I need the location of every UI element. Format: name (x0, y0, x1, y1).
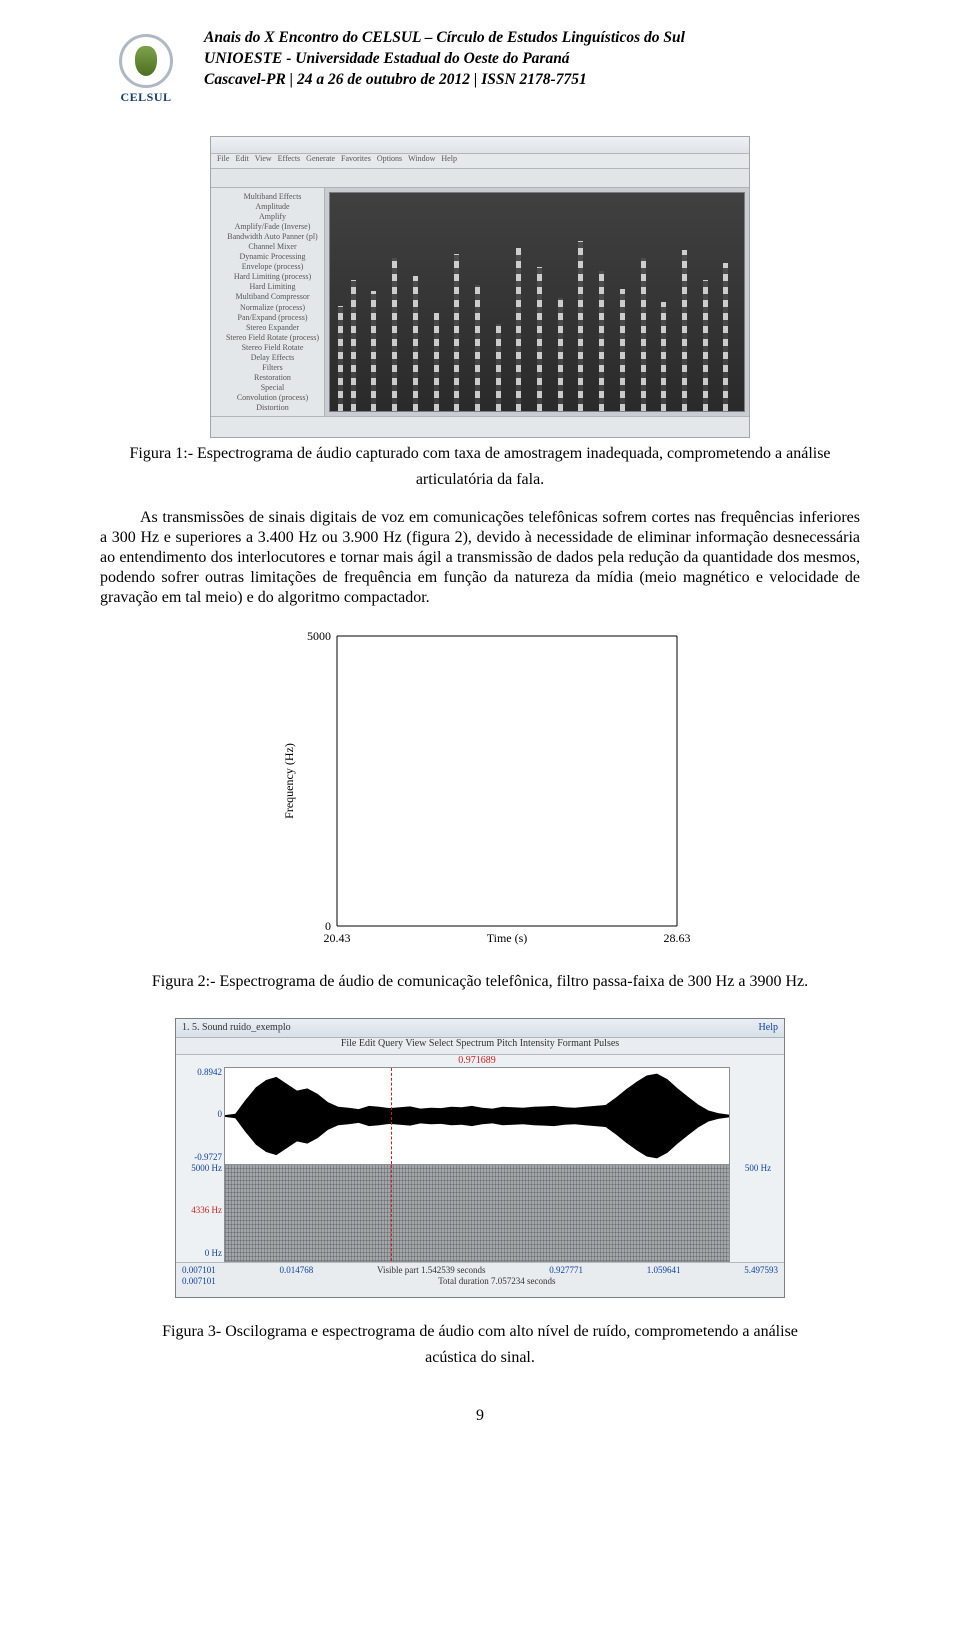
header-text: Anais do X Encontro do CELSUL – Círculo … (204, 28, 685, 91)
svg-text:Time (s): Time (s) (487, 931, 528, 945)
fig1-side-item: Stereo Field Rotate (process) (215, 333, 320, 342)
fig1-menu-item: Window (408, 154, 435, 168)
fig3-menubar: File Edit Query View Select Spectrum Pit… (176, 1038, 784, 1055)
fig1-menu-item: Help (441, 154, 457, 168)
figure-1-caption-line2: articulatória da fala. (100, 470, 860, 490)
fig3-bottombar: 0.007101 0.014768 Visible part 1.542539 … (176, 1262, 784, 1297)
page-header: CELSUL Anais do X Encontro do CELSUL – C… (100, 28, 860, 110)
fig3-left-axis-labels: 0.8942 0 -0.9727 5000 Hz 4336 Hz 0 Hz (176, 1055, 224, 1262)
fig3-wave-ytop: 0.8942 (197, 1067, 222, 1078)
fig3-b3: Visible part 1.542539 seconds (377, 1265, 485, 1276)
fig1-side-item: Special (215, 383, 320, 392)
svg-text:5000: 5000 (307, 629, 331, 643)
fig1-side-item: Amplitude (215, 202, 320, 211)
fig1-side-item: Delay Effects (215, 353, 320, 362)
celsul-logo: CELSUL (100, 28, 192, 110)
fig1-side-item: Dynamic Processing (215, 252, 320, 261)
fig3-waveform (224, 1067, 730, 1165)
fig3-help: Help (759, 1022, 778, 1035)
fig1-side-item: Channel Mixer (215, 242, 320, 251)
fig3-spectrogram (224, 1165, 730, 1262)
fig1-side-item: Amplify/Fade (Inverse) (215, 222, 320, 231)
page-number: 9 (100, 1406, 860, 1426)
fig1-toolbar (211, 169, 749, 188)
figure-2-chart: 50000Frequency (Hz)20.4328.63Time (s) (265, 626, 695, 966)
fig3-title: 1. 5. Sound ruido_exemplo (182, 1022, 291, 1035)
fig1-menu-item: Edit (235, 154, 248, 168)
header-line-3: Cascavel-PR | 24 a 26 de outubro de 2012… (204, 70, 685, 91)
fig3-titlebar: 1. 5. Sound ruido_exemplo Help (176, 1019, 784, 1038)
fig3-wave-ybot: -0.9727 (194, 1152, 222, 1163)
fig3-b2: 0.014768 (280, 1265, 314, 1276)
svg-text:28.63: 28.63 (664, 931, 691, 945)
figure-1-caption-line1: Figura 1:- Espectrograma de áudio captur… (100, 444, 860, 464)
fig3-spec-bot: 0 Hz (205, 1248, 222, 1259)
fig3-cursor-line-spec (391, 1165, 392, 1261)
fig1-side-item: Convolution (process) (215, 393, 320, 402)
logo-text: CELSUL (120, 90, 171, 105)
fig1-side-item: Stereo Expander (215, 323, 320, 332)
fig3-pitch-top: 500 Hz (732, 1163, 784, 1174)
svg-text:20.43: 20.43 (324, 931, 351, 945)
fig1-menu-item: File (217, 154, 229, 168)
svg-text:Frequency (Hz): Frequency (Hz) (282, 743, 296, 819)
fig3-b7: 0.007101 (182, 1276, 216, 1287)
figure-3-screenshot: 1. 5. Sound ruido_exemplo Help File Edit… (175, 1018, 785, 1298)
fig3-b8: Total duration 7.057234 seconds (216, 1276, 778, 1287)
fig1-side-item: Pan/Expand (process) (215, 313, 320, 322)
figure-1: File Edit View Effects Generate Favorites Opti… (100, 136, 860, 490)
fig3-spec-top: 5000 Hz (191, 1163, 222, 1174)
fig1-side-item: Stereo Field Rotate (215, 343, 320, 352)
fig1-menu-item: View (255, 154, 272, 168)
fig1-menubar: File Edit View Effects Generate Favorites Opti… (211, 154, 749, 169)
body-paragraph: As transmissões de sinais digitais de vo… (100, 508, 860, 608)
fig3-spec-mid: 4336 Hz (191, 1205, 222, 1216)
fig1-side-item: Restoration (215, 373, 320, 382)
header-line-2: UNIOESTE - Universidade Estadual do Oest… (204, 49, 685, 70)
fig1-effects-panel: Multiband EffectsAmplitudeAmplifyAmplify… (211, 188, 325, 416)
fig1-side-item: Filters (215, 363, 320, 372)
fig1-spectrogram-view (329, 192, 745, 412)
fig1-side-item: Hard Limiting (process) (215, 272, 320, 281)
fig3-right-axis-labels: 500 Hz (730, 1055, 784, 1262)
figure-1-screenshot: File Edit View Effects Generate Favorites Opti… (210, 136, 750, 438)
fig1-menu-item: Options (377, 154, 402, 168)
figure-3-caption-line2: acústica do sinal. (100, 1348, 860, 1368)
fig3-b5: 1.059641 (647, 1265, 681, 1276)
fig1-side-item: Hard Limiting (215, 282, 320, 291)
figure-3-caption-line1: Figura 3- Oscilograma e espectrograma de… (100, 1322, 860, 1342)
fig1-side-item: Bandwidth Auto Panner (pl) (215, 232, 320, 241)
fig1-statusbar (211, 416, 749, 437)
fig1-side-item: Distortion (215, 403, 320, 412)
fig1-menu-item: Favorites (341, 154, 371, 168)
fig1-menu-item: Generate (306, 154, 335, 168)
fig3-b6: 5.497593 (744, 1265, 778, 1276)
fig1-side-item: Multiband Compressor (215, 292, 320, 301)
header-line-1: Anais do X Encontro do CELSUL – Círculo … (204, 28, 685, 49)
fig1-menu-item: Effects (278, 154, 301, 168)
figure-3: 1. 5. Sound ruido_exemplo Help File Edit… (100, 1018, 860, 1368)
fig1-side-item: Multiband Effects (215, 192, 320, 201)
fig1-side-item: Envelope (process) (215, 262, 320, 271)
fig1-side-item: Amplify (215, 212, 320, 221)
fig3-b4: 0.927771 (549, 1265, 583, 1276)
fig1-side-item: Normalize (process) (215, 303, 320, 312)
figure-2: 50000Frequency (Hz)20.4328.63Time (s) Fi… (100, 626, 860, 992)
fig3-cursor-line (391, 1068, 392, 1164)
fig3-cursor-time: 0.971689 (224, 1055, 730, 1067)
fig1-titlebar (211, 137, 749, 154)
fig3-b1: 0.007101 (182, 1265, 216, 1276)
figure-2-caption: Figura 2:- Espectrograma de áudio de com… (100, 972, 860, 992)
